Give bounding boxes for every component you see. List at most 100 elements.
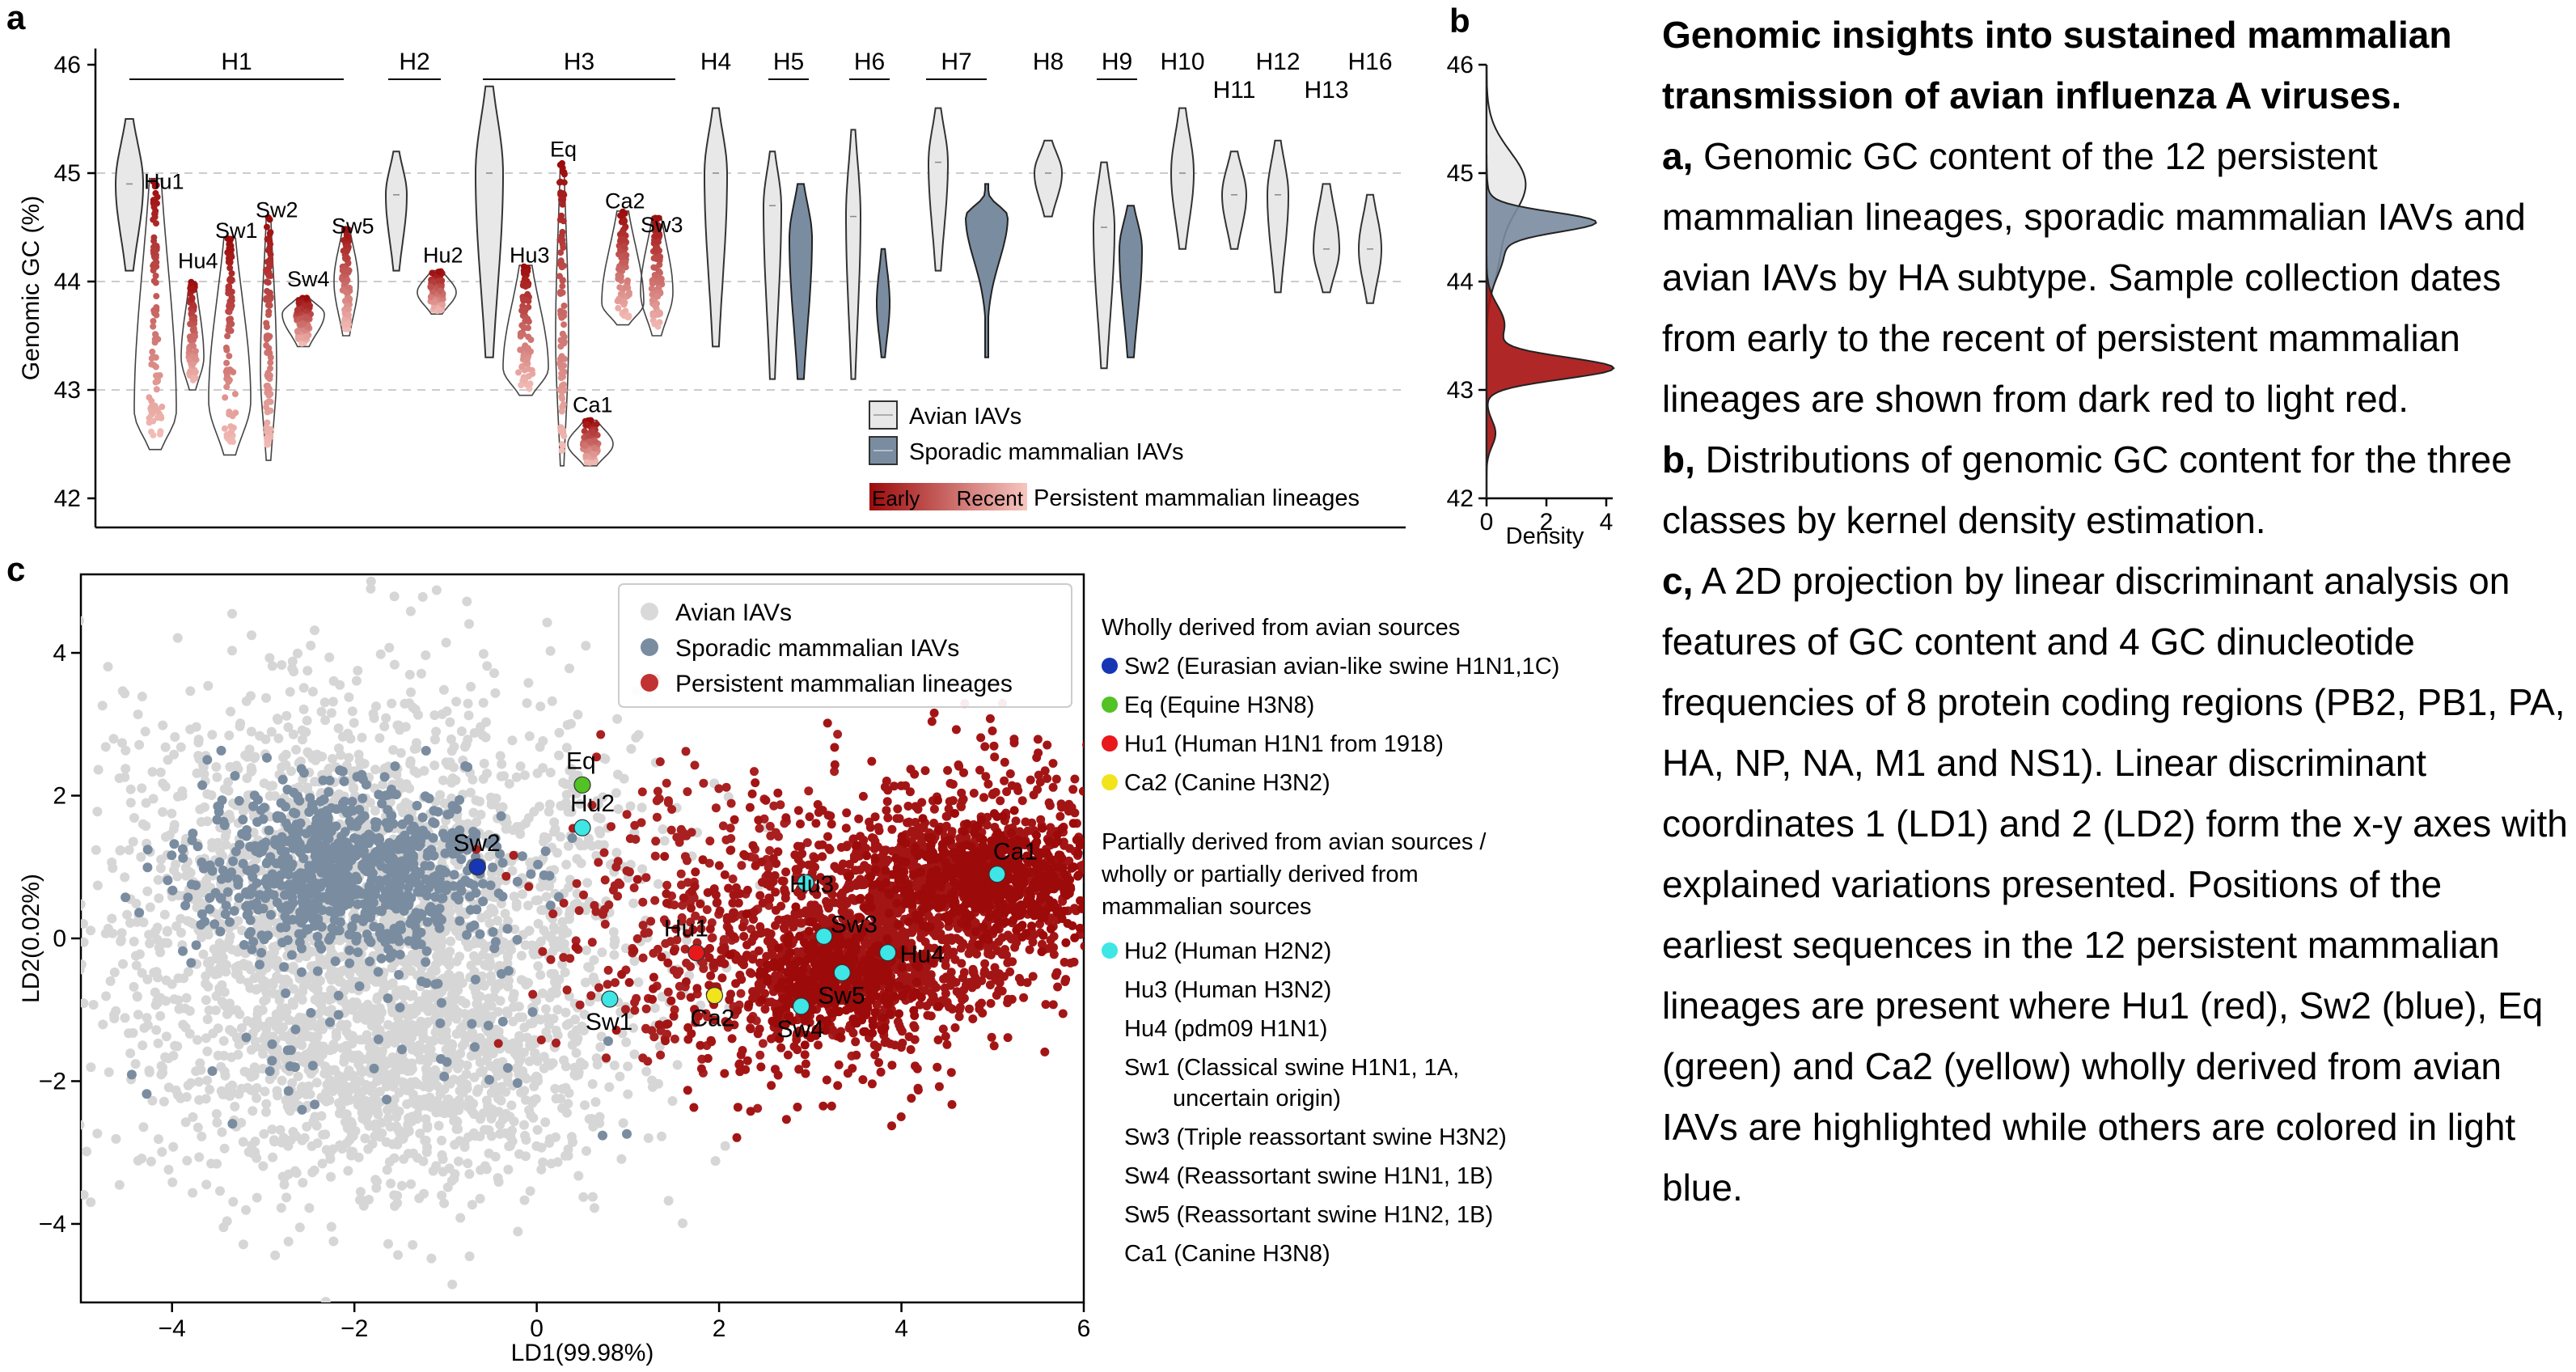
scatter-point: [291, 744, 302, 755]
persistent-sample-dot: [263, 429, 270, 435]
persistent-sample-dot: [192, 368, 199, 375]
scatter-point: [530, 1048, 540, 1059]
persistent-sample-dot: [557, 189, 565, 197]
scatter-point: [169, 865, 179, 875]
scatter-point: [177, 844, 188, 854]
scatter-point: [86, 925, 96, 936]
scatter-point: [115, 845, 125, 856]
scatter-point: [155, 767, 166, 777]
persistent-sample-dot: [294, 328, 301, 335]
persistent-sample-dot: [556, 236, 564, 243]
scatter-point: [307, 687, 318, 697]
persistent-sample-dot: [153, 243, 160, 249]
scatter-point: [477, 730, 488, 740]
scatter-point: [108, 734, 119, 744]
scatter-point: [247, 1148, 257, 1158]
scatter-point: [20, 1095, 30, 1104]
scatter-point: [451, 1029, 462, 1040]
scatter-point: [181, 993, 192, 1003]
scatter-point: [227, 608, 237, 619]
scatter-point: [228, 856, 239, 866]
scatter-point: [462, 929, 472, 940]
group-label-h3: H3: [564, 49, 594, 75]
scatter-point: [566, 764, 577, 774]
scatter-point: [82, 1146, 92, 1157]
lineage-label-sw2: Sw2: [256, 197, 298, 222]
scatter-point: [161, 1031, 171, 1042]
scatter-point: [545, 768, 556, 777]
scatter-point: [488, 862, 498, 873]
panel-b-x-tick-label: 2: [1540, 509, 1554, 536]
scatter-point: [449, 1098, 459, 1108]
scatter-point: [302, 666, 313, 676]
scatter-point: [383, 1019, 393, 1030]
scatter-point: [371, 701, 381, 712]
scatter-point: [446, 1175, 457, 1186]
scatter-point: [34, 791, 44, 801]
scatter-point: [145, 938, 155, 949]
scatter-point: [446, 793, 457, 803]
scatter-point: [193, 737, 204, 747]
scatter-point: [408, 1090, 418, 1099]
persistent-sample-dot: [653, 244, 659, 252]
scatter-point: [364, 1008, 374, 1018]
scatter-point: [239, 940, 249, 950]
scatter-point: [86, 1062, 96, 1073]
scatter-point: [142, 1020, 153, 1031]
scatter-point: [277, 1075, 287, 1086]
persistent-sample-dot: [654, 293, 662, 300]
scatter-point: [214, 857, 225, 867]
panel-a-y-tick-label: 45: [54, 160, 81, 187]
scatter-point: [125, 784, 136, 794]
scatter-point: [57, 886, 66, 896]
scatter-point: [137, 1040, 148, 1051]
scatter-point: [326, 1171, 336, 1182]
scatter-point: [320, 1297, 331, 1302]
scatter-point: [383, 1105, 392, 1116]
scatter-point: [509, 1001, 518, 1012]
scatter-point: [599, 840, 609, 850]
persistent-sample-dot: [560, 179, 568, 186]
group-label-h11: H11: [1213, 77, 1256, 104]
scatter-point: [68, 877, 78, 887]
scatter-point: [294, 1012, 305, 1023]
persistent-sample-dot: [517, 330, 524, 337]
scatter-point: [463, 819, 473, 829]
scatter-point: [450, 1105, 461, 1116]
scatter-point: [611, 848, 622, 858]
scatter-point: [417, 591, 428, 602]
scatter-point: [117, 686, 128, 697]
scatter-point: [528, 1095, 539, 1106]
scatter-point: [107, 913, 117, 924]
scatter-point: [105, 976, 116, 986]
scatter-point: [348, 1035, 358, 1045]
persistent-sample-dot: [192, 354, 199, 362]
scatter-point: [216, 745, 226, 756]
scatter-point: [710, 1156, 721, 1167]
scatter-point: [519, 1120, 529, 1130]
scatter-point: [531, 1141, 542, 1151]
scatter-point: [478, 896, 489, 907]
scatter-point: [140, 726, 150, 737]
persistent-sample-dot: [559, 159, 565, 167]
scatter-point: [152, 996, 163, 1006]
persistent-sample-dot: [558, 212, 565, 219]
scatter-point: [421, 746, 431, 756]
scatter-point: [287, 997, 298, 1007]
scatter-point: [226, 706, 236, 717]
persistent-sample-dot: [654, 239, 662, 246]
persistent-sample-dot: [150, 362, 158, 369]
violin-persistent-hu2: [417, 269, 457, 315]
scatter-point: [405, 756, 416, 766]
scatter-point: [264, 791, 275, 801]
scatter-point: [398, 985, 408, 995]
scatter-point: [172, 633, 183, 643]
scatter-point: [161, 996, 171, 1006]
persistent-sample-dot: [560, 321, 568, 328]
scatter-point: [202, 1014, 213, 1024]
panel-b-y-tick-label: 45: [1447, 160, 1474, 187]
scatter-point: [444, 969, 454, 980]
scatter-point: [366, 576, 376, 586]
scatter-point: [65, 1139, 74, 1149]
